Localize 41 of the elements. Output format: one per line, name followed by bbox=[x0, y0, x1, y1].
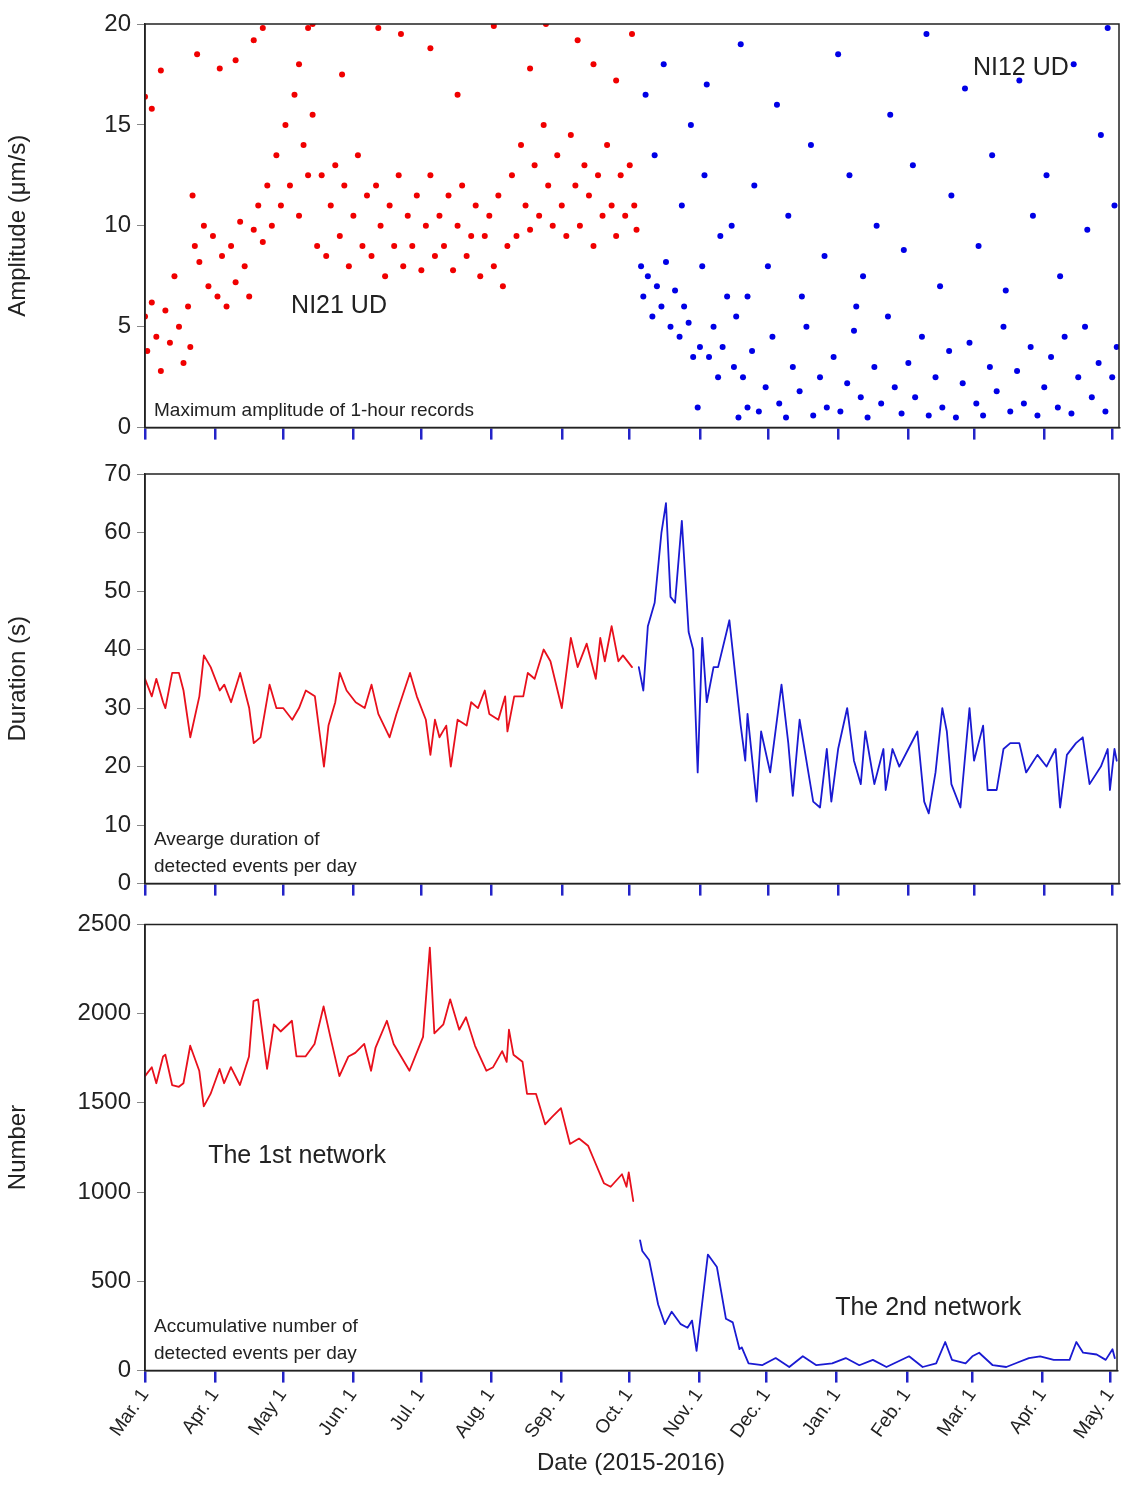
y-tick-label: 10 bbox=[104, 809, 131, 837]
y-tick-label: 30 bbox=[104, 692, 131, 720]
x-tick-label: Jun. 1 bbox=[313, 1384, 361, 1439]
series-label: NI21 UD bbox=[291, 290, 387, 319]
y-tick-label: 20 bbox=[104, 8, 131, 36]
series-label: The 1st network bbox=[208, 1140, 387, 1169]
x-tick-label: Dec. 1 bbox=[725, 1384, 775, 1442]
x-tick-label: Jan. 1 bbox=[797, 1384, 845, 1439]
y-tick-label: 40 bbox=[104, 634, 131, 662]
y-tick-label: 2500 bbox=[77, 909, 131, 937]
y-tick-label: 10 bbox=[104, 210, 131, 238]
x-tick-label: Mar. 1 bbox=[932, 1384, 980, 1440]
x-tick-label: Apr. 1 bbox=[1004, 1384, 1050, 1438]
y-tick-label: 500 bbox=[90, 1265, 131, 1293]
y-tick-label: 50 bbox=[104, 575, 131, 603]
x-tick-label: Mar. 1 bbox=[105, 1384, 153, 1440]
y-tick-label: 1000 bbox=[77, 1176, 131, 1204]
y-axis-title: Number bbox=[3, 1104, 31, 1191]
series-label: The 2nd network bbox=[835, 1292, 1022, 1320]
x-tick-label: Oct. 1 bbox=[590, 1384, 637, 1438]
y-tick-label: 20 bbox=[104, 751, 131, 779]
y-tick-label: 0 bbox=[117, 868, 131, 896]
annotation: Accumulative number of detected events per day bbox=[154, 1314, 359, 1363]
y-tick-label: 15 bbox=[104, 109, 131, 137]
y-tick-label: 60 bbox=[104, 517, 131, 545]
annotation: Maximum amplitude of 1-hour records bbox=[154, 398, 474, 420]
y-tick-label: 5 bbox=[117, 311, 131, 339]
x-tick-label: Sep. 1 bbox=[519, 1384, 569, 1442]
x-tick-label: Feb. 1 bbox=[866, 1384, 915, 1441]
y-axis-title: Amplitude (μm/s) bbox=[3, 134, 31, 317]
annotation: Avearge duration of detected events per day bbox=[154, 827, 358, 876]
y-tick-label: 1500 bbox=[77, 1087, 131, 1115]
y-axis-title: Duration (s) bbox=[3, 616, 31, 742]
series-label: NI12 UD bbox=[972, 52, 1069, 81]
x-axis-title: Date (2015-2016) bbox=[536, 1448, 726, 1476]
x-tick-label: Jul. 1 bbox=[385, 1384, 429, 1434]
y-tick-label: 70 bbox=[104, 458, 131, 486]
y-tick-label: 2000 bbox=[77, 998, 131, 1026]
y-tick-label: 0 bbox=[117, 412, 131, 440]
y-tick-label: 0 bbox=[117, 1355, 131, 1383]
x-tick-label: Apr. 1 bbox=[176, 1384, 223, 1438]
